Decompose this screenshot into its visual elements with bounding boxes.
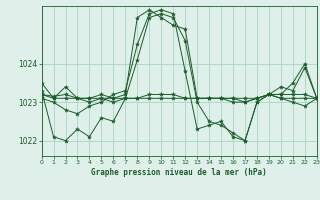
X-axis label: Graphe pression niveau de la mer (hPa): Graphe pression niveau de la mer (hPa) (91, 168, 267, 177)
